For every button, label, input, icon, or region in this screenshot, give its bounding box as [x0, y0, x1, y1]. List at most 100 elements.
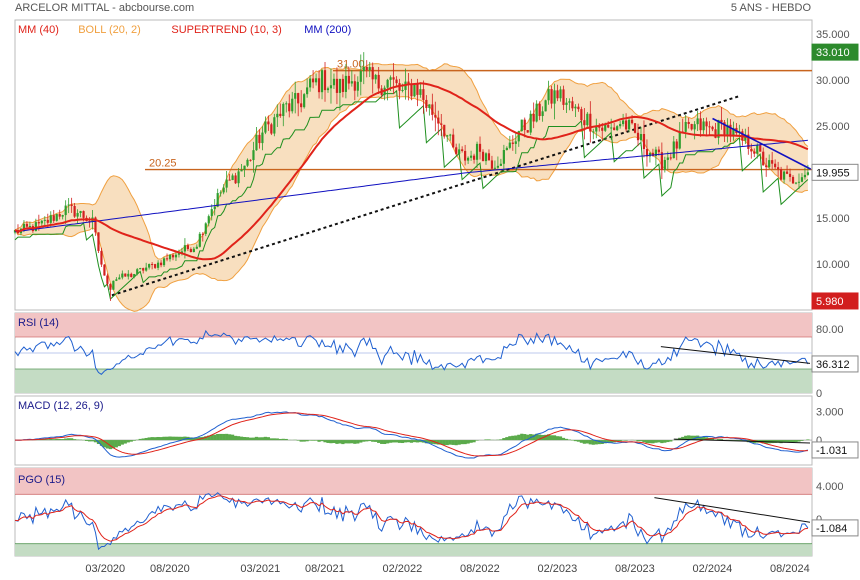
- candle: [499, 163, 502, 166]
- macd-histogram-bar: [487, 439, 491, 441]
- candle: [273, 117, 276, 134]
- candle: [332, 78, 336, 86]
- macd-histogram-bar: [70, 438, 74, 441]
- macd-histogram-bar: [204, 436, 208, 441]
- macd-histogram-bar: [347, 440, 351, 444]
- macd-histogram-bar: [645, 440, 649, 444]
- candle: [440, 123, 443, 125]
- macd-histogram-bar: [502, 438, 506, 441]
- candle: [377, 74, 380, 89]
- y-tick-label: 25.000: [816, 121, 850, 133]
- macd-histogram-bar: [144, 437, 148, 441]
- candle: [264, 121, 267, 133]
- macd-histogram-bar: [207, 435, 211, 441]
- candle: [538, 103, 541, 117]
- macd-histogram-bar: [281, 438, 285, 441]
- candle: [64, 205, 67, 216]
- macd-histogram-bar: [663, 440, 667, 443]
- candle: [189, 249, 192, 252]
- macd-histogram-bar: [538, 434, 542, 441]
- pgo-signal-line: [14, 495, 808, 542]
- min-badge-text: 5.980: [816, 296, 844, 308]
- macd-histogram-bar: [67, 438, 71, 441]
- candle: [422, 89, 425, 100]
- candle: [571, 101, 574, 109]
- candle: [753, 151, 756, 154]
- macd-histogram-bar: [597, 440, 601, 445]
- macd-histogram-bar: [374, 440, 378, 442]
- candle: [636, 132, 640, 141]
- macd-histogram-bar: [794, 440, 798, 442]
- candle: [630, 119, 634, 124]
- rsi-trendline: [660, 346, 811, 364]
- candle: [678, 131, 681, 149]
- candle: [490, 160, 494, 169]
- macd-histogram-bar: [561, 437, 566, 441]
- macd-histogram-bar: [719, 439, 724, 441]
- candle: [154, 264, 157, 268]
- macd-histogram-bar: [362, 440, 366, 442]
- macd-histogram-bar: [514, 435, 518, 441]
- macd-histogram-bar: [251, 437, 256, 441]
- candle: [395, 79, 398, 84]
- pgo-trendline: [654, 497, 811, 523]
- macd-histogram-bar: [517, 434, 521, 441]
- candle: [788, 173, 792, 177]
- candle: [610, 127, 613, 129]
- macd-histogram-bar: [75, 439, 80, 441]
- candle: [437, 117, 440, 124]
- candle: [76, 213, 79, 217]
- candle: [791, 176, 795, 184]
- candle: [52, 215, 55, 221]
- candle: [73, 205, 76, 217]
- macd-histogram-bar: [153, 437, 157, 441]
- macd-histogram-bar: [156, 436, 160, 441]
- candle: [159, 262, 163, 266]
- candle: [338, 78, 342, 93]
- candle: [785, 171, 789, 174]
- candle: [693, 124, 696, 130]
- candle: [303, 94, 306, 108]
- macd-histogram-bar: [415, 440, 420, 443]
- candle: [768, 160, 771, 168]
- candle: [252, 150, 255, 161]
- candle: [323, 70, 327, 91]
- candle: [544, 100, 547, 112]
- candle: [392, 77, 395, 80]
- candle: [118, 277, 121, 280]
- macd-histogram-bar: [129, 440, 133, 442]
- candle: [22, 223, 26, 229]
- macd-histogram-bar: [222, 433, 226, 441]
- candle: [225, 179, 228, 188]
- max-badge-text: 33.010: [816, 47, 850, 59]
- candle: [103, 264, 106, 276]
- candle: [255, 134, 258, 151]
- candle: [511, 142, 514, 144]
- macd-histogram-bar: [394, 440, 399, 443]
- macd-badge-text: -1.031: [816, 445, 847, 457]
- macd-histogram-bar: [654, 440, 658, 443]
- macd-histogram-bar: [371, 440, 375, 442]
- macd-histogram-bar: [418, 440, 423, 443]
- candle: [317, 78, 321, 93]
- pgo-oversold-zone: [15, 543, 812, 556]
- x-tick-label: 03/2020: [85, 563, 125, 575]
- candle: [294, 93, 297, 99]
- macd-histogram-bar: [308, 440, 312, 441]
- macd-histogram-bar: [800, 440, 804, 441]
- candle: [344, 75, 347, 92]
- macd-histogram-bar: [588, 440, 592, 445]
- macd-histogram-bar: [311, 440, 315, 441]
- x-tick-label: 08/2023: [615, 563, 655, 575]
- candle: [633, 123, 637, 133]
- macd-histogram-bar: [236, 436, 241, 441]
- macd-histogram-bar: [52, 439, 56, 441]
- macd-histogram-bar: [329, 440, 333, 444]
- candle: [654, 149, 657, 157]
- candle: [34, 222, 37, 232]
- macd-histogram-bar: [657, 440, 661, 443]
- macd-histogram-bar: [266, 437, 270, 441]
- candle: [714, 129, 717, 138]
- candle: [601, 127, 604, 131]
- candle: [443, 124, 446, 137]
